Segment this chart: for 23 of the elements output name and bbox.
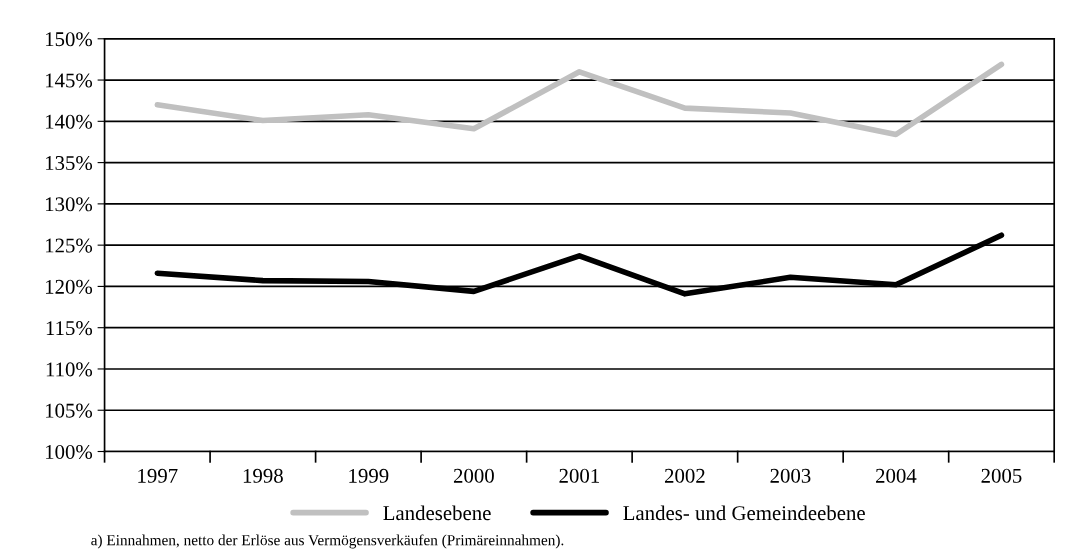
y-tick-label: 110% xyxy=(46,362,93,377)
y-tick-label: 115% xyxy=(46,321,93,336)
x-tick-label: 1997 xyxy=(138,468,178,483)
y-tick-label: 145% xyxy=(45,73,93,88)
x-tick-label: 2004 xyxy=(876,468,917,483)
text: a) Einnahmen, netto der Erlöse aus Vermögensverkäufen (Primäreinnahmen). xyxy=(91,534,564,549)
y-tick-label: 120% xyxy=(45,279,93,294)
x-tick-label: 1999 xyxy=(349,468,389,483)
y-tick-label: 105% xyxy=(45,403,93,418)
y-tick-label: 140% xyxy=(45,114,93,129)
x-tick-label: 2003 xyxy=(770,468,811,483)
legend-label: Landesebene xyxy=(383,505,491,521)
x-tick-label: 2001 xyxy=(559,468,599,483)
x-tick-label: 2000 xyxy=(453,468,494,483)
y-tick-label: 100% xyxy=(45,444,93,460)
y-tick-label: 150% xyxy=(45,32,93,47)
x-tick-label: 1998 xyxy=(243,468,283,483)
x-tick-label: 2005 xyxy=(981,468,1022,483)
y-tick-label: 130% xyxy=(45,197,93,212)
y-tick-label: 125% xyxy=(45,238,93,253)
legend-label: Landes- und Gemeindeebene xyxy=(623,505,865,521)
x-tick-label: 2002 xyxy=(664,468,705,483)
y-tick-label: 135% xyxy=(45,155,93,171)
